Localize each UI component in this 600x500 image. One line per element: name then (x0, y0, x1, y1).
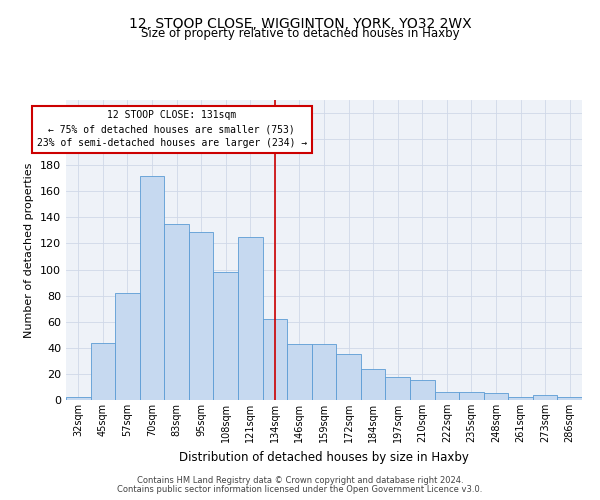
Bar (189, 232, 214, 400)
Bar (361, 368, 385, 400)
Bar (164, 224, 189, 400)
Bar (263, 319, 287, 400)
Bar (434, 392, 459, 400)
Bar (508, 398, 533, 400)
Bar (66, 398, 91, 400)
Bar (410, 380, 434, 400)
Bar (336, 354, 361, 400)
Text: 12 STOOP CLOSE: 131sqm
← 75% of detached houses are smaller (753)
23% of semi-de: 12 STOOP CLOSE: 131sqm ← 75% of detached… (37, 110, 307, 148)
Text: Distribution of detached houses by size in Haxby: Distribution of detached houses by size … (179, 451, 469, 464)
Y-axis label: Number of detached properties: Number of detached properties (25, 162, 34, 338)
Bar (459, 392, 484, 400)
Bar (557, 398, 582, 400)
Bar (385, 376, 410, 400)
Text: Contains public sector information licensed under the Open Government Licence v3: Contains public sector information licen… (118, 485, 482, 494)
Bar (238, 237, 263, 400)
Bar (484, 394, 508, 400)
Bar (91, 342, 115, 400)
Bar (312, 344, 336, 400)
Bar (287, 344, 312, 400)
Bar (533, 395, 557, 400)
Text: Contains HM Land Registry data © Crown copyright and database right 2024.: Contains HM Land Registry data © Crown c… (137, 476, 463, 485)
Bar (140, 176, 164, 400)
Bar (115, 293, 140, 400)
Text: 12, STOOP CLOSE, WIGGINTON, YORK, YO32 2WX: 12, STOOP CLOSE, WIGGINTON, YORK, YO32 2… (128, 18, 472, 32)
Bar (214, 272, 238, 400)
Text: Size of property relative to detached houses in Haxby: Size of property relative to detached ho… (140, 28, 460, 40)
